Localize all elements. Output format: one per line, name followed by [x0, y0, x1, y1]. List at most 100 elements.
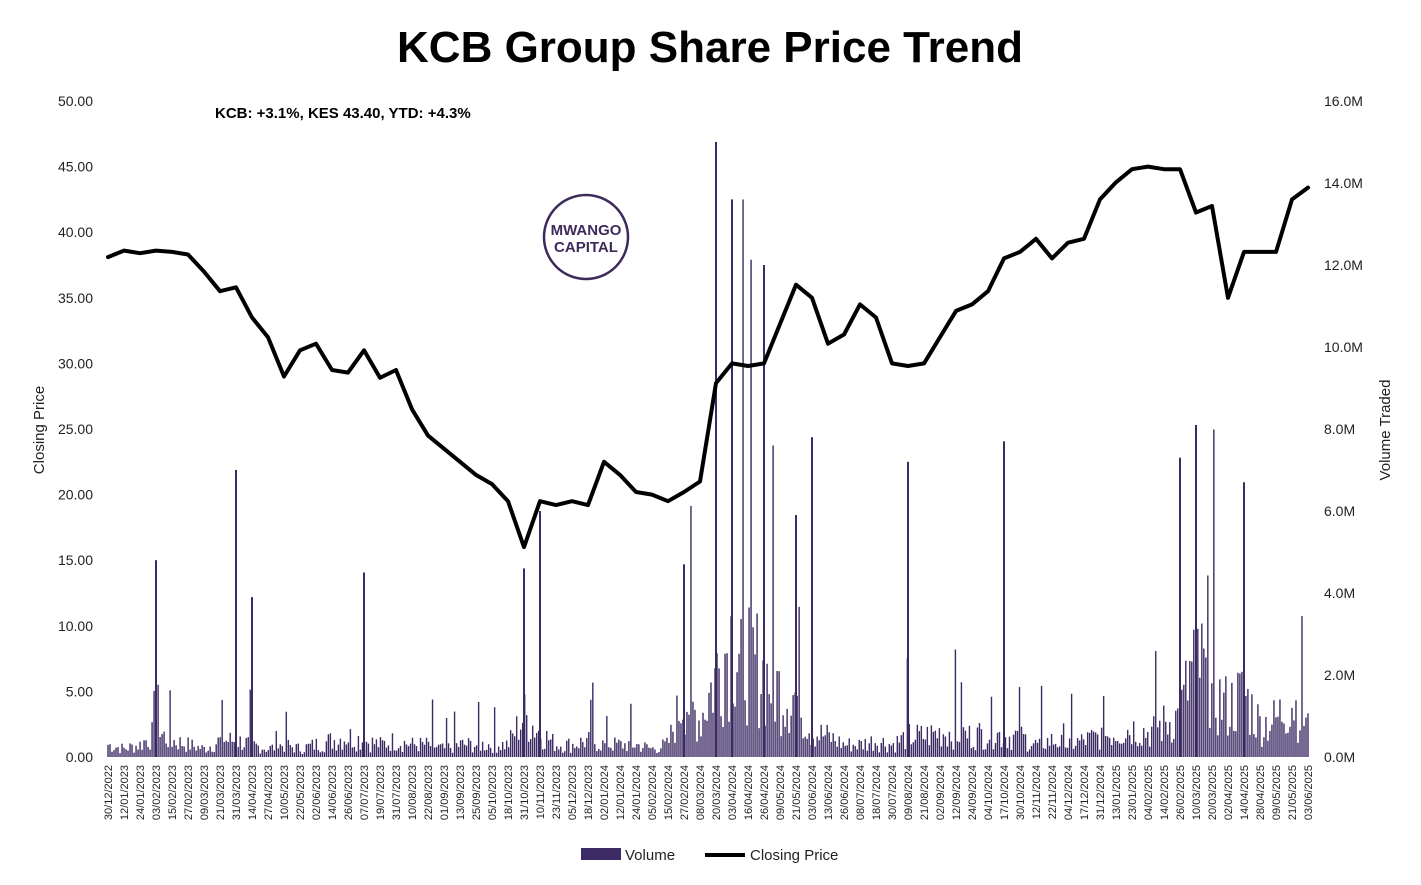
volume-bar	[1265, 716, 1267, 757]
volume-bar	[327, 734, 330, 757]
volume-bar	[225, 740, 227, 757]
volume-bar	[694, 709, 696, 757]
volume-bar	[920, 725, 923, 757]
volume-bar	[546, 731, 548, 757]
x-tick-label: 30/12/2022	[103, 765, 115, 820]
volume-bar	[686, 711, 688, 757]
volume-bar	[1215, 717, 1217, 757]
volume-bar	[1295, 700, 1297, 757]
volume-spike-bar	[1003, 441, 1005, 757]
volume-bar	[776, 671, 778, 757]
volume-bar	[554, 751, 556, 757]
volume-bar	[812, 738, 814, 757]
volume-bar	[499, 750, 502, 757]
volume-bar	[203, 746, 205, 757]
x-tick-label: 21/05/2025	[1287, 765, 1299, 820]
volume-bar	[930, 725, 933, 757]
volume-bar	[784, 726, 786, 757]
volume-bar	[1207, 575, 1209, 757]
x-tick-label: 16/04/2024	[743, 765, 755, 820]
volume-bar	[616, 742, 618, 757]
volume-bar	[894, 752, 897, 757]
volume-bar	[756, 613, 758, 757]
x-tick-label: 02/06/2023	[311, 765, 323, 820]
volume-spike-bar	[235, 470, 237, 757]
left-tick-label: 15.00	[58, 552, 93, 568]
volume-bar	[231, 741, 233, 757]
volume-bar	[311, 739, 314, 757]
volume-bar	[1169, 722, 1171, 757]
volume-bar	[343, 741, 346, 757]
volume-bar	[1275, 717, 1277, 757]
x-tick-label: 04/02/2025	[1143, 765, 1155, 820]
volume-bar	[1281, 721, 1283, 757]
volume-bar	[349, 729, 352, 757]
volume-bar	[638, 744, 640, 757]
volume-bar	[493, 707, 496, 757]
volume-bar	[369, 752, 372, 757]
x-tick-label: 17/12/2024	[1079, 765, 1091, 820]
x-tick-label: 21/05/2024	[791, 765, 803, 820]
volume-bar	[738, 653, 740, 757]
volume-bar	[802, 738, 804, 757]
volume-bar	[443, 748, 446, 757]
volume-bar	[648, 747, 650, 757]
right-tick-label: 10.0M	[1324, 339, 1363, 355]
volume-spike-bar	[155, 560, 157, 757]
volume-bar	[335, 750, 338, 757]
logo: MWANGO CAPITAL	[542, 193, 630, 281]
x-tick-label: 30/07/2024	[887, 765, 899, 820]
x-axis-ticks: 30/12/2022 12/01/2023 24/01/2023 03/02/2023…	[103, 765, 1315, 820]
volume-bar	[1024, 734, 1027, 757]
volume-bar	[259, 753, 261, 757]
volume-bar	[816, 736, 818, 757]
volume-bar	[429, 746, 432, 757]
left-tick-label: 5.00	[66, 683, 93, 699]
volume-bar	[994, 742, 997, 757]
volume-bar	[1225, 676, 1227, 757]
volume-bar	[890, 745, 893, 757]
x-tick-label: 31/07/2023	[391, 765, 403, 820]
volume-bar	[690, 505, 692, 757]
x-tick-label: 27/04/2023	[263, 765, 275, 820]
x-tick-label: 12/01/2023	[119, 765, 131, 820]
volume-bar	[447, 743, 450, 757]
volume-bar	[521, 722, 524, 757]
volume-bar	[1062, 723, 1065, 757]
volume-bar	[127, 750, 129, 757]
volume-bar	[1271, 724, 1273, 757]
x-tick-label: 14/04/2023	[247, 765, 259, 820]
volume-bar	[860, 740, 862, 757]
volume-bar	[1223, 692, 1225, 757]
volume-bar	[832, 733, 834, 757]
volume-bar	[1058, 746, 1061, 757]
volume-bar	[1293, 720, 1295, 757]
volume-bar	[1241, 671, 1243, 757]
volume-bar	[550, 739, 552, 757]
volume-bar	[1153, 716, 1155, 757]
volume-bar	[606, 716, 608, 757]
volume-bar	[141, 749, 143, 757]
left-tick-label: 45.00	[58, 159, 93, 175]
volume-bar	[988, 739, 991, 757]
x-tick-label: 15/02/2023	[167, 765, 179, 820]
volume-bar	[582, 742, 584, 757]
volume-spike-bar	[363, 572, 365, 757]
volume-bar	[519, 729, 522, 757]
x-tick-label: 24/01/2024	[631, 765, 643, 820]
volume-bar	[121, 743, 123, 757]
volume-bar	[1261, 746, 1263, 757]
x-tick-label: 18/07/2024	[871, 765, 883, 820]
volume-bar	[479, 750, 482, 757]
volume-bar	[269, 745, 271, 757]
volume-bar	[441, 743, 444, 757]
volume-bar	[726, 653, 728, 757]
x-tick-label: 12/01/2024	[615, 765, 627, 820]
volume-bar	[1048, 745, 1051, 757]
volume-bar	[329, 733, 332, 757]
logo-circle	[542, 193, 630, 281]
volume-bar	[257, 745, 259, 757]
volume-bar	[1189, 660, 1191, 757]
x-tick-label: 22/08/2023	[423, 765, 435, 820]
volume-bar	[1251, 694, 1253, 757]
